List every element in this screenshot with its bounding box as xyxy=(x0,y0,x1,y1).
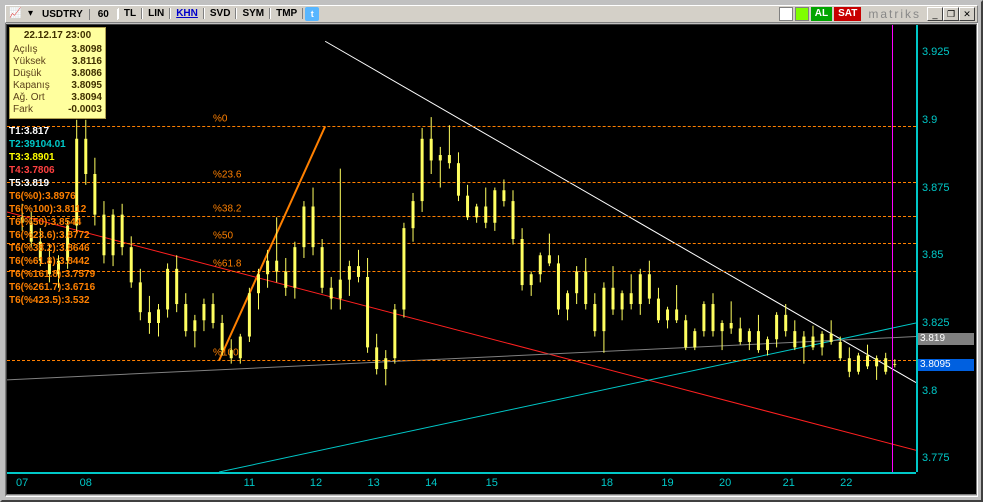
close-button[interactable]: ✕ xyxy=(959,7,975,21)
toolbar-btn-tmp[interactable]: TMP xyxy=(270,8,303,19)
toolbar-btn-tl[interactable]: TL xyxy=(118,8,142,19)
sysmenu[interactable]: 📈 ▾ xyxy=(6,7,40,21)
x-tick: 19 xyxy=(661,477,673,489)
window-frame: 📈 ▾ USDTRY 60 TLLINKHNSVDSYMTMP t AL SAT… xyxy=(0,0,983,502)
ohlc-panel: 22.12.17 23:00 Açılış3.8098Yüksek3.8116D… xyxy=(9,27,106,119)
x-tick: 08 xyxy=(80,477,92,489)
sell-button[interactable]: SAT xyxy=(834,7,861,21)
y-tick: 3.775 xyxy=(922,452,950,464)
symbol-label[interactable]: USDTRY xyxy=(40,9,89,20)
y-tick: 3.85 xyxy=(922,249,943,261)
maximize-button[interactable]: ❐ xyxy=(943,7,959,21)
chart-icon: 📈 xyxy=(8,7,23,21)
x-axis: 07 08 11 12 13 14 15 18 19 20 21 22 xyxy=(7,472,916,494)
x-tick: 14 xyxy=(425,477,437,489)
x-tick: 18 xyxy=(601,477,613,489)
toolbar-btn-lin[interactable]: LIN xyxy=(142,8,170,19)
x-tick: 12 xyxy=(310,477,322,489)
y-tick: 3.8 xyxy=(922,385,937,397)
minimize-button[interactable]: _ xyxy=(927,7,943,21)
chart-area[interactable]: 22.12.17 23:00 Açılış3.8098Yüksek3.8116D… xyxy=(6,24,977,495)
crosshair-vertical xyxy=(892,25,893,472)
square-icon-1[interactable] xyxy=(779,7,793,21)
indicator-labels: T1:3.817T2:39104.01T3:3.8901T4:3.7806T5:… xyxy=(9,125,95,307)
dropdown-icon: ▾ xyxy=(23,7,38,21)
brand-label: matriks xyxy=(862,7,927,21)
x-tick: 15 xyxy=(486,477,498,489)
ohlc-row: Ağ. Ort3.8094 xyxy=(13,92,102,104)
timeframe-selector[interactable]: 60 xyxy=(89,9,118,20)
indicator-line-label: T2:39104.01 xyxy=(9,138,95,151)
ohlc-row: Yüksek3.8116 xyxy=(13,56,102,68)
indicator-line-label: T6(%161.8):3.7579 xyxy=(9,268,95,281)
x-tick: 13 xyxy=(368,477,380,489)
toolbar-btn-svd[interactable]: SVD xyxy=(204,8,237,19)
x-tick: 22 xyxy=(840,477,852,489)
x-tick: 20 xyxy=(719,477,731,489)
x-tick: 21 xyxy=(783,477,795,489)
y-tick: 3.925 xyxy=(922,46,950,58)
twitter-icon[interactable]: t xyxy=(305,7,319,21)
indicator-line-label: T6(%50):3.8544 xyxy=(9,216,95,229)
indicator-line-label: T3:3.8901 xyxy=(9,151,95,164)
ohlc-row: Fark-0.0003 xyxy=(13,104,102,116)
ohlc-datetime: 22.12.17 23:00 xyxy=(13,30,102,42)
y-tick: 3.875 xyxy=(922,182,950,194)
indicator-line-label: T1:3.817 xyxy=(9,125,95,138)
ohlc-row: Kapanış3.8095 xyxy=(13,80,102,92)
buy-button[interactable]: AL xyxy=(811,7,832,21)
indicator-line-label: T6(%0):3.8976 xyxy=(9,190,95,203)
y-tick: 3.825 xyxy=(922,317,950,329)
plot-region[interactable]: %0%23.6%38.2%50%61.8%100 xyxy=(7,25,916,472)
indicator-line-label: T4:3.7806 xyxy=(9,164,95,177)
indicator-line-label: T5:3.819 xyxy=(9,177,95,190)
indicator-line-label: T6(%23.6):3.8772 xyxy=(9,229,95,242)
toolbar-btn-khn[interactable]: KHN xyxy=(170,8,204,19)
toolbar: 📈 ▾ USDTRY 60 TLLINKHNSVDSYMTMP t AL SAT… xyxy=(5,5,978,23)
indicator-line-label: T6(%38.2):3.8646 xyxy=(9,242,95,255)
toolbar-btn-sym[interactable]: SYM xyxy=(236,8,270,19)
ohlc-row: Düşük3.8086 xyxy=(13,68,102,80)
indicator-line-label: T6(%261.7):3.6716 xyxy=(9,281,95,294)
y-axis: 3.775 3.8 3.825 3.85 3.875 3.9 3.925 3.8095 3.81… xyxy=(916,25,976,472)
x-tick: 07 xyxy=(16,477,28,489)
ohlc-row: Açılış3.8098 xyxy=(13,44,102,56)
indicator-line-label: T6(%100):3.8112 xyxy=(9,203,95,216)
candles-layer xyxy=(7,25,916,472)
y-tick: 3.9 xyxy=(922,114,937,126)
indicator-line-label: T6(%61.8):3.8442 xyxy=(9,255,95,268)
y-price-marker: 3.8095 xyxy=(918,359,974,371)
indicator-line-label: T6(%423.5):3.532 xyxy=(9,294,95,307)
y-price-marker: 3.819 xyxy=(918,333,974,345)
x-tick: 11 xyxy=(244,477,255,489)
square-icon-2[interactable] xyxy=(795,7,809,21)
